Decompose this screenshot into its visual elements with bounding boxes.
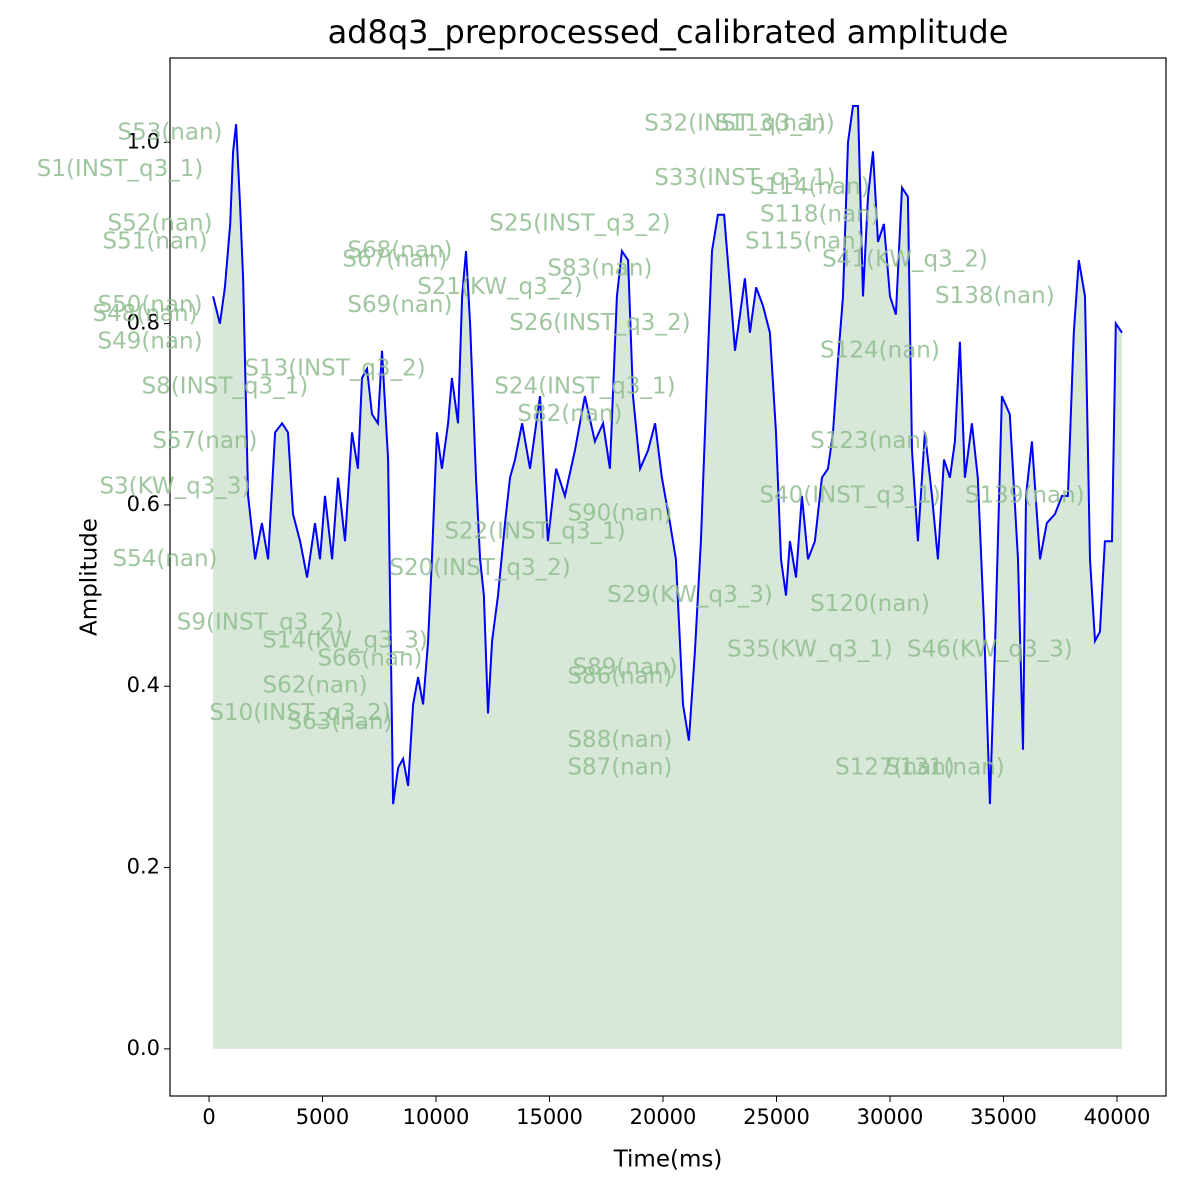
annotation: S40(INST_q3_1) [759, 482, 940, 508]
y-tick-label: 0.4 [127, 673, 160, 697]
annotation: S13(INST_q3_2) [244, 355, 425, 381]
annotation: S41(KW_q3_2) [822, 247, 988, 273]
annotation: S114(nan) [750, 174, 870, 200]
x-tick-label: 5000 [296, 1105, 349, 1129]
annotation: S3(KW_q3_3) [99, 473, 250, 499]
annotation: S51(nan) [102, 229, 207, 255]
annotation: S63(nan) [287, 709, 392, 735]
annotation: S139(nan) [965, 482, 1085, 508]
annotation: S57(nan) [152, 428, 257, 454]
annotation: S90(nan) [567, 500, 672, 526]
annotation: S52(nan) [107, 210, 212, 236]
y-tick-label: 1.0 [127, 129, 160, 153]
annotation: S1(INST_q3_1) [37, 156, 204, 182]
annotation: S87(nan) [567, 754, 672, 780]
annotation: S118(nan) [760, 201, 880, 227]
y-tick-label: 0.6 [127, 492, 160, 516]
y-tick-label: 0.0 [127, 1036, 160, 1060]
x-axis-label: Time(ms) [613, 1147, 723, 1173]
annotation: S35(KW_q3_1) [727, 636, 893, 662]
annotation: S115(nan) [745, 229, 865, 255]
annotation: S86(nan) [567, 664, 672, 690]
x-tick-label: 10000 [403, 1105, 470, 1129]
annotation: S21(KW_q3_2) [417, 274, 583, 300]
area [213, 106, 1123, 1049]
x-tick-label: 15000 [516, 1105, 583, 1129]
annotation: S54(nan) [112, 546, 217, 572]
annotation: S124(nan) [820, 337, 940, 363]
annotation: S138(nan) [935, 283, 1055, 309]
annotation: S25(INST_q3_2) [489, 210, 670, 236]
chart-title: ad8q3_preprocessed_calibrated amplitude [328, 13, 1009, 51]
annotation: S20(INST_q3_2) [389, 555, 570, 581]
annotation: S123(nan) [810, 428, 930, 454]
x-tick-label: 40000 [1084, 1105, 1151, 1129]
annotation: S14(KW_q3_3) [262, 627, 428, 653]
x-tick-label: 30000 [857, 1105, 924, 1129]
annotation: S49(nan) [97, 328, 202, 354]
x-tick-label: 25000 [743, 1105, 810, 1129]
annotation: S66(nan) [317, 646, 422, 672]
annotation: S26(INST_q3_2) [509, 310, 690, 336]
annotation: S22(INST_q3_1) [444, 519, 625, 545]
x-tick-label: 0 [202, 1105, 215, 1129]
annotation: S32(INST_q3_1) [644, 111, 825, 137]
y-axis-label: Amplitude [77, 518, 103, 636]
x-tick-label: 20000 [630, 1105, 697, 1129]
annotation: S9(INST_q3_2) [177, 609, 344, 635]
annotation: S8(INST_q3_1) [142, 374, 309, 400]
annotation: S131(nan) [885, 754, 1005, 780]
annotation: S89(nan) [573, 655, 678, 681]
annotation: S69(nan) [347, 292, 452, 318]
y-tick-label: 0.2 [127, 855, 160, 879]
y-tick-label: 0.8 [127, 311, 160, 335]
annotation: S53(nan) [117, 120, 222, 146]
annotation: S46(KW_q3_3) [907, 636, 1073, 662]
annotation: S67(nan) [342, 247, 447, 273]
annotation: S50(nan) [97, 292, 202, 318]
annotation: S82(nan) [517, 401, 622, 427]
annotation: S68(nan) [347, 238, 452, 264]
annotation: S127(nan) [835, 754, 955, 780]
annotation: S83(nan) [547, 256, 652, 282]
line [212, 105, 1123, 805]
annotation: S24(INST_q3_1) [494, 374, 675, 400]
annotation: S113(nan) [715, 111, 835, 137]
annotation: S62(nan) [263, 673, 368, 699]
x-tick-label: 35000 [970, 1105, 1037, 1129]
annotation: S33(INST_q3_1) [654, 165, 835, 191]
annotation: S88(nan) [567, 727, 672, 753]
annotation: S10(INST_q3_2) [209, 700, 390, 726]
annotation: S120(nan) [810, 591, 930, 617]
annotation: S48(nan) [93, 301, 198, 327]
annotation: S29(KW_q3_3) [607, 582, 773, 608]
plot-frame [169, 57, 1167, 1097]
